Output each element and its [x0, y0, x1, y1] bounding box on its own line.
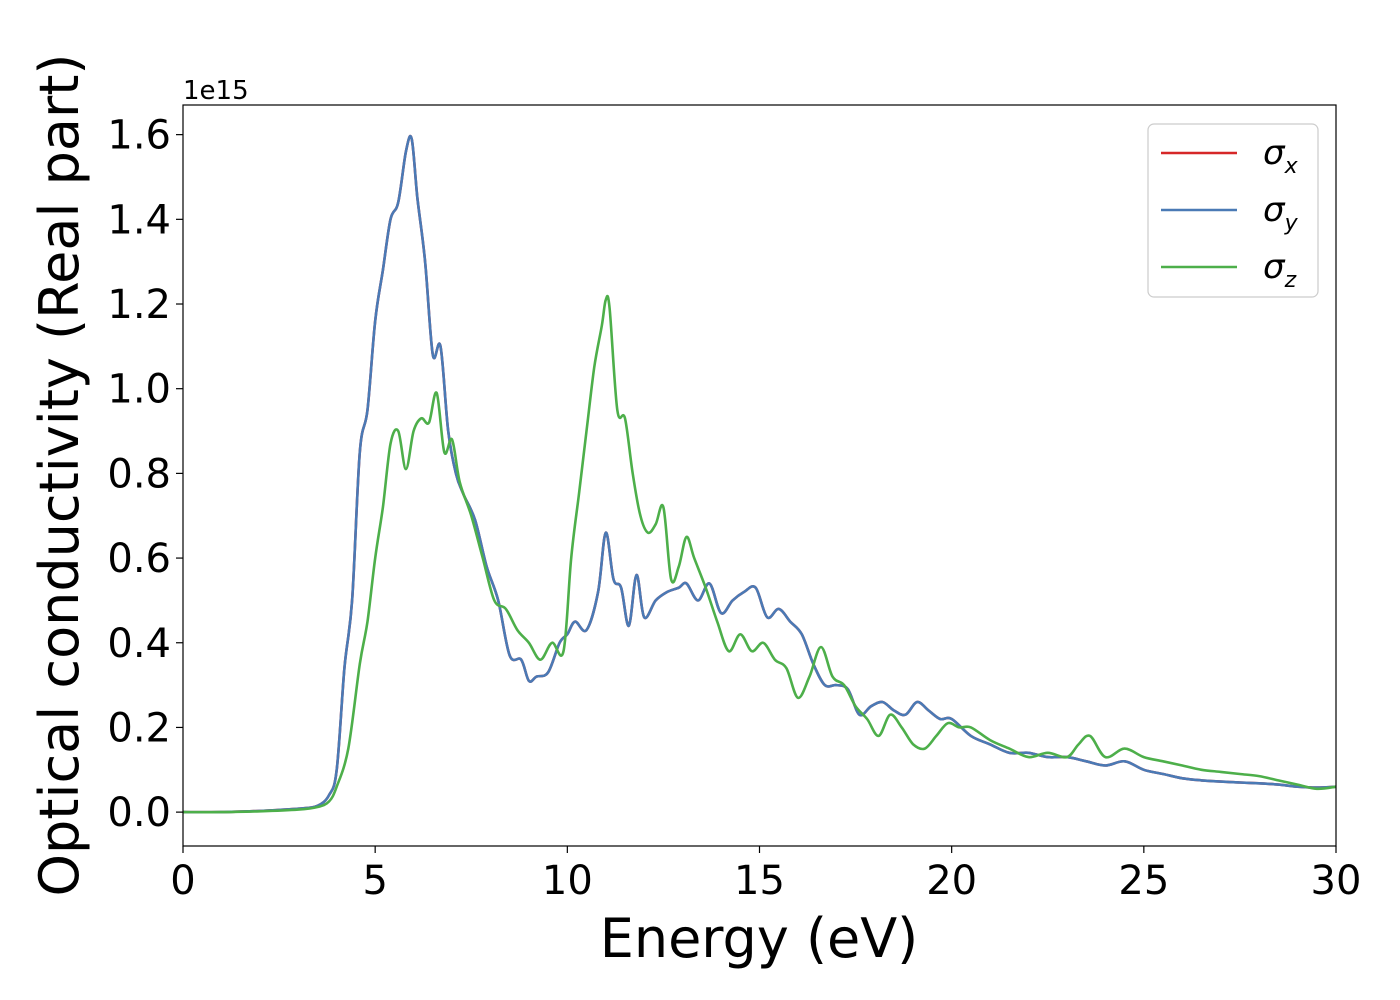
x-tick-label: 5: [362, 858, 387, 904]
legend-label-sigma-z: σz: [1263, 247, 1297, 293]
y-axis-label: Optical conductivity (Real part): [28, 54, 91, 897]
y-tick-label: 0.8: [107, 451, 171, 497]
legend: σx σy σz: [1147, 123, 1319, 298]
series-line-sigma-y: [182, 134, 1337, 814]
series-line-sigma-z: [182, 294, 1337, 814]
legend-label-sigma-x: σx: [1263, 133, 1299, 179]
x-tick-label: 10: [542, 858, 593, 904]
legend-label-sigma-y: σy: [1263, 190, 1299, 236]
y-tick-label: 1.6: [107, 113, 171, 159]
y-tick-label: 1.4: [107, 197, 171, 243]
x-tick-label: 30: [1311, 858, 1362, 904]
x-axis: 0 5 10 15 20 25 30: [170, 846, 1361, 904]
x-tick-label: 20: [926, 858, 977, 904]
series-layer: [182, 134, 1337, 814]
x-tick-label: 15: [734, 858, 785, 904]
x-tick-label: 25: [1118, 858, 1169, 904]
y-tick-label: 0.2: [107, 705, 171, 751]
x-tick-label: 0: [170, 858, 195, 904]
y-tick-label: 1.2: [107, 282, 171, 328]
y-tick-label: 0.4: [107, 621, 171, 667]
y-tick-label: 0.6: [107, 536, 171, 582]
y-axis: 0.0 0.2 0.4 0.6 0.8 1.0 1.2 1.4 1.6: [107, 113, 183, 836]
y-tick-label: 1.0: [107, 367, 171, 413]
x-axis-label: Energy (eV): [600, 907, 919, 970]
y-tick-label: 0.0: [107, 790, 171, 836]
y-axis-offset-text: 1e15: [183, 76, 249, 106]
